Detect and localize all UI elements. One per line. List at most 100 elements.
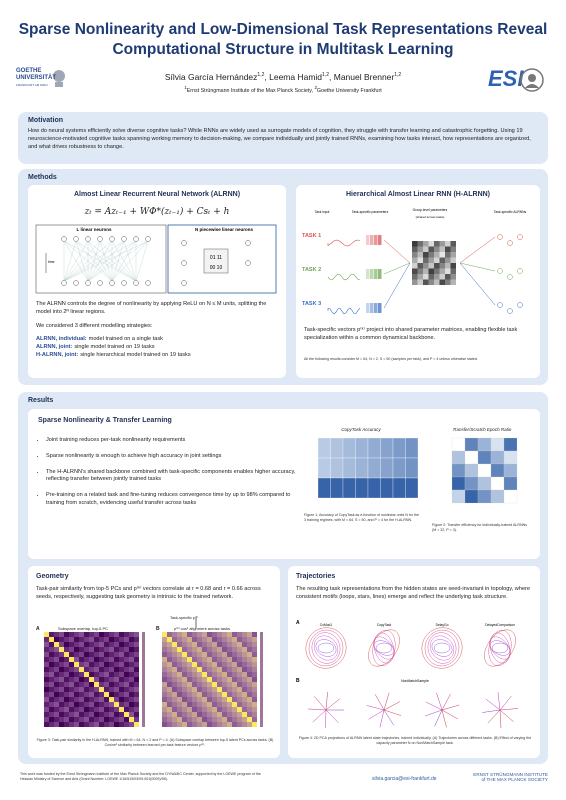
trajectories-panel: Trajectories The resulting task represen… [288, 566, 540, 758]
heatmap-cell [167, 657, 172, 662]
trajectory [499, 695, 512, 711]
matrix-cell [417, 241, 423, 247]
heatmap-cell [104, 657, 109, 662]
heatmap-cell [242, 647, 247, 652]
h-alrnn-text: Task-specific vectors p⁽ᵏ⁾ project into … [304, 327, 518, 341]
panel-letter: B [156, 626, 160, 632]
heatmap-cell [217, 697, 222, 702]
heatmap-cell [134, 667, 139, 672]
heatmap-cell [252, 712, 257, 717]
heatmap-cell [124, 712, 129, 717]
heatmap-cell [84, 677, 89, 682]
heatmap-cell [187, 657, 192, 662]
heatmap-cell [162, 647, 167, 652]
heatmap-cell [74, 682, 79, 687]
param-cell [374, 269, 378, 279]
heatmap-cell [197, 722, 202, 727]
heatmap-cell [94, 677, 99, 682]
heatmap-cell [182, 657, 187, 662]
heatmap-cell [247, 652, 252, 657]
heatmap-cell [172, 722, 177, 727]
heatmap-cell [44, 712, 49, 717]
heatmap-cell [227, 637, 232, 642]
heatmap-cell [129, 647, 134, 652]
heatmap-cell [59, 672, 64, 677]
heatmap-cell [59, 722, 64, 727]
motivation-section: Motivation How do neural systems efficie… [18, 112, 548, 164]
trajectory [375, 642, 393, 654]
heatmap-cell [197, 662, 202, 667]
logo-emblem [53, 70, 65, 87]
heatmap-cell [79, 722, 84, 727]
heatmap-cell [134, 657, 139, 662]
heatmap-cell [79, 647, 84, 652]
heatmap-cell [129, 682, 134, 687]
heatmap-cell [79, 682, 84, 687]
heatmap-cell [464, 437, 479, 452]
heatmap-cell [84, 672, 89, 677]
heatmap-cell [464, 450, 479, 465]
heatmap-cell [64, 657, 69, 662]
heatmap-cell [99, 647, 104, 652]
neuron [145, 280, 151, 286]
heatmap-cell [212, 697, 217, 702]
email[interactable]: silvia.garcia@esi-frankfurt.de [372, 776, 437, 782]
heatmap-cell [94, 647, 99, 652]
heatmap-cell [212, 677, 217, 682]
heatmap-cell [342, 477, 356, 499]
heatmap-cell [242, 707, 247, 712]
matrix-cell [450, 279, 456, 285]
heatmap-cell [177, 707, 182, 712]
neuron [73, 236, 79, 242]
equation: zₜ = Azₜ₋₁ + WΦ*(zₜ₋₁) + Csₜ + h [84, 207, 230, 217]
heatmap-cell [451, 476, 466, 491]
matrix-cell [423, 257, 429, 263]
matrix-cell [439, 274, 445, 280]
institute-line: ERNST STRÜNGMANN INSTITUTE [473, 772, 548, 777]
heatmap-cell [69, 687, 74, 692]
heatmap-cell [54, 662, 59, 667]
heatmap-cell [54, 697, 59, 702]
heatmap-cell [207, 672, 212, 677]
trajectory [383, 701, 401, 711]
heatmap-cell [451, 489, 466, 504]
heatmap-cell [187, 697, 192, 702]
heatmap-cell [207, 717, 212, 722]
heatmap-cell [54, 642, 59, 647]
heatmap-cell [252, 652, 257, 657]
heatmap-cell [177, 712, 182, 717]
heatmap-cell [134, 707, 139, 712]
heatmap-cell [212, 652, 217, 657]
heatmap-cell [237, 717, 242, 722]
trajectory [383, 692, 390, 711]
heatmap-cell [451, 463, 466, 478]
strategies-intro: We considered 3 different modelling stra… [36, 323, 153, 329]
author-affiliation: 1,2 [322, 72, 329, 79]
strategies: ALRNN, individual: model trained on a sin… [36, 336, 280, 359]
heatmap-cell [172, 712, 177, 717]
heatmap-cell [367, 437, 381, 459]
heatmap-cell [104, 697, 109, 702]
heatmap-cell [405, 477, 419, 499]
heatmap-cell [217, 652, 222, 657]
figure-title: CopyTask Accuracy [341, 427, 381, 432]
affiliation-number: 2 [314, 85, 317, 90]
heatmap-cell [232, 717, 237, 722]
task-signal [327, 239, 361, 247]
neuron [121, 236, 127, 242]
heatmap-cell [84, 702, 89, 707]
matrix-cell [428, 268, 434, 274]
bullet: Sparse nonlinearity is enough to achieve… [46, 453, 298, 461]
heatmap-cell [197, 677, 202, 682]
heatmap-cell [172, 667, 177, 672]
heatmap-cell [252, 702, 257, 707]
heatmap-cell [119, 657, 124, 662]
heatmap-cell [162, 667, 167, 672]
matrix-cell [417, 257, 423, 263]
heatmap-cell [182, 647, 187, 652]
heatmap-cell [124, 697, 129, 702]
heatmap-cell [182, 667, 187, 672]
heatmap-cell [227, 677, 232, 682]
heatmap-cell [129, 657, 134, 662]
heatmap-cell [54, 682, 59, 687]
